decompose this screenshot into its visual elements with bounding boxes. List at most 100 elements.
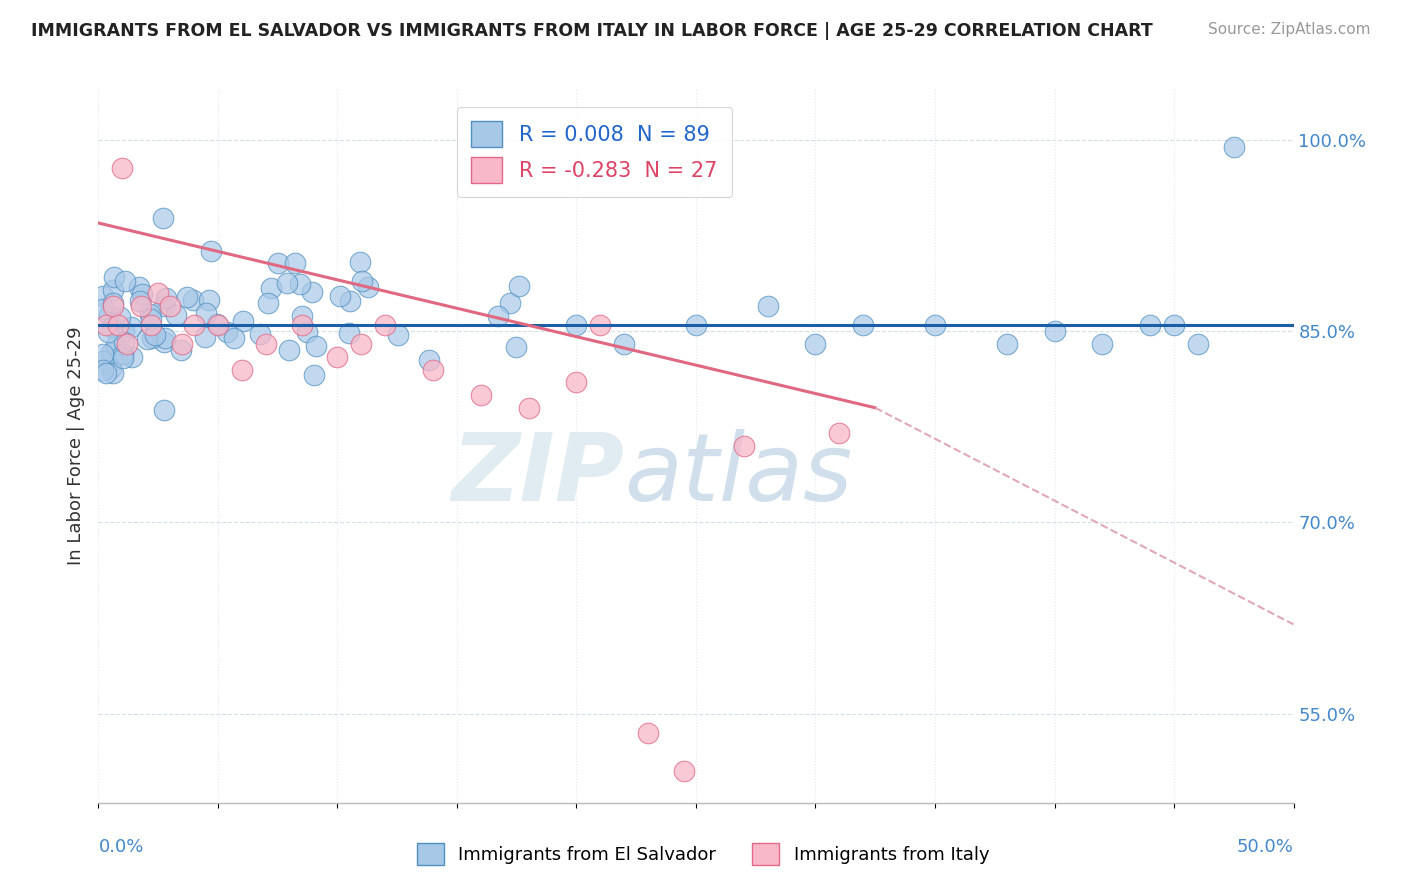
Point xyxy=(387,327,409,342)
Point xyxy=(94,318,117,332)
Point xyxy=(207,318,229,332)
Point xyxy=(91,363,114,377)
Text: IMMIGRANTS FROM EL SALVADOR VS IMMIGRANTS FROM ITALY IN LABOR FORCE | AGE 25-29 : IMMIGRANTS FROM EL SALVADOR VS IMMIGRANT… xyxy=(31,22,1153,40)
Point xyxy=(108,310,131,324)
Point xyxy=(101,299,124,313)
Point xyxy=(104,338,127,352)
Text: atlas: atlas xyxy=(624,429,852,520)
Point xyxy=(148,286,170,301)
Point xyxy=(291,318,314,332)
Point xyxy=(249,327,271,342)
Point xyxy=(183,318,205,332)
Point xyxy=(152,402,174,417)
Point xyxy=(924,318,946,332)
Point xyxy=(91,347,114,361)
Point xyxy=(101,296,124,310)
Point xyxy=(152,211,174,225)
Point xyxy=(374,318,396,332)
Point xyxy=(91,354,114,368)
Point xyxy=(101,283,124,297)
Point xyxy=(305,339,328,353)
Point xyxy=(613,337,636,351)
Point xyxy=(232,313,254,327)
Point xyxy=(1223,139,1246,153)
Point xyxy=(94,366,117,380)
Point xyxy=(224,331,246,345)
Point xyxy=(356,279,378,293)
Point xyxy=(107,318,129,332)
Point xyxy=(339,293,361,308)
Point xyxy=(589,318,612,332)
Point xyxy=(418,353,440,368)
Legend: R = 0.008  N = 89, R = -0.283  N = 27: R = 0.008 N = 89, R = -0.283 N = 27 xyxy=(457,107,733,197)
Point xyxy=(155,291,177,305)
Point xyxy=(176,290,198,304)
Point xyxy=(97,325,120,339)
Point xyxy=(326,350,349,364)
Point xyxy=(470,388,492,402)
Point xyxy=(498,296,520,310)
Point xyxy=(197,293,219,307)
Point xyxy=(257,295,280,310)
Point xyxy=(284,256,307,270)
Point xyxy=(215,325,238,339)
Point xyxy=(350,337,373,351)
Point xyxy=(129,294,152,309)
Point xyxy=(254,337,277,351)
Point xyxy=(103,270,125,285)
Point xyxy=(1187,337,1209,351)
Legend: Immigrants from El Salvador, Immigrants from Italy: Immigrants from El Salvador, Immigrants … xyxy=(408,834,998,874)
Point xyxy=(259,281,281,295)
Point xyxy=(508,279,530,293)
Point xyxy=(141,331,163,345)
Point xyxy=(295,325,318,339)
Point xyxy=(181,293,204,308)
Point xyxy=(194,329,217,343)
Point xyxy=(828,426,851,441)
Point xyxy=(422,362,444,376)
Point xyxy=(100,360,122,375)
Point xyxy=(1091,337,1114,351)
Point xyxy=(486,309,509,323)
Point xyxy=(267,256,290,270)
Point xyxy=(304,368,326,383)
Point xyxy=(91,301,114,316)
Point xyxy=(139,307,162,321)
Point xyxy=(278,343,301,357)
Point xyxy=(153,335,176,350)
Text: Source: ZipAtlas.com: Source: ZipAtlas.com xyxy=(1208,22,1371,37)
Point xyxy=(100,346,122,360)
Point xyxy=(112,346,135,360)
Point xyxy=(115,337,138,351)
Y-axis label: In Labor Force | Age 25-29: In Labor Force | Age 25-29 xyxy=(66,326,84,566)
Point xyxy=(153,299,176,313)
Point xyxy=(131,299,153,313)
Point xyxy=(852,318,875,332)
Point xyxy=(112,351,135,365)
Point xyxy=(673,764,696,778)
Point xyxy=(139,312,162,326)
Point xyxy=(1163,318,1185,332)
Point xyxy=(128,280,150,294)
Point xyxy=(101,319,124,334)
Point xyxy=(352,274,374,288)
Text: 50.0%: 50.0% xyxy=(1237,838,1294,856)
Point xyxy=(136,332,159,346)
Point xyxy=(756,299,779,313)
Point xyxy=(170,343,193,357)
Point xyxy=(114,324,136,338)
Point xyxy=(291,310,314,324)
Point xyxy=(565,318,588,332)
Point xyxy=(231,362,253,376)
Point xyxy=(155,331,177,345)
Point xyxy=(195,306,218,320)
Point xyxy=(120,320,142,334)
Point xyxy=(288,277,311,292)
Text: 0.0%: 0.0% xyxy=(98,838,143,856)
Point xyxy=(139,318,162,332)
Point xyxy=(159,299,181,313)
Point xyxy=(1139,318,1161,332)
Text: ZIP: ZIP xyxy=(451,428,624,521)
Point xyxy=(329,289,352,303)
Point xyxy=(111,161,134,176)
